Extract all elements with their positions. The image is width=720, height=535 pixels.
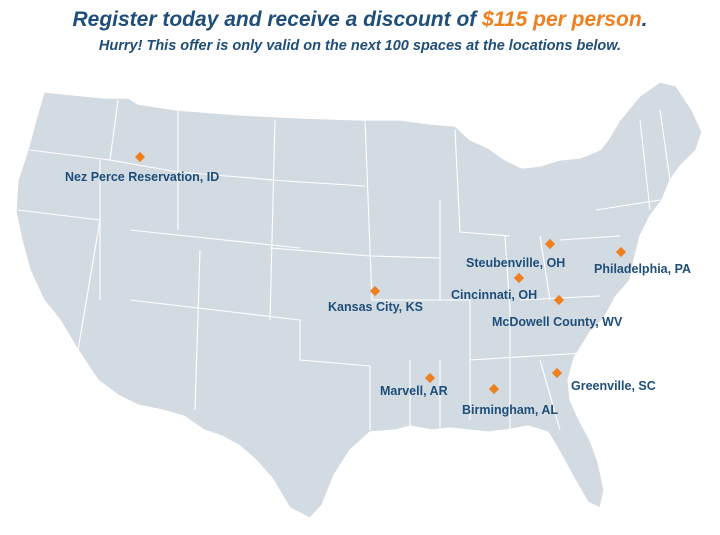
location-marker-cincinnati[interactable] [513,272,525,284]
location-label-nez-perce: Nez Perce Reservation, ID [65,170,220,184]
location-label-marvell: Marvell, AR [380,384,448,398]
headline-suffix: . [641,8,648,31]
offer-headline: Register today and receive a discount of… [0,8,720,32]
location-label-philadelphia: Philadelphia, PA [594,262,692,276]
location-marker-greenville[interactable] [551,367,563,379]
location-marker-marvell[interactable] [424,372,436,384]
location-marker-kansas-city[interactable] [369,285,381,297]
discount-amount: $115 per person [482,8,642,31]
location-markers [134,151,627,395]
location-label-greenville: Greenville, SC [571,379,656,393]
location-label-kansas-city: Kansas City, KS [328,300,423,314]
location-label-birmingham: Birmingham, AL [462,403,559,417]
us-landmass [15,81,703,519]
location-label-mcdowell: McDowell County, WV [492,315,623,329]
state-borders [17,99,671,431]
location-label-steubenville: Steubenville, OH [466,256,566,270]
offer-subheadline: Hurry! This offer is only valid on the n… [98,38,622,54]
location-marker-mcdowell[interactable] [553,294,565,306]
headline-prefix: Register today and receive a discount of [72,8,483,31]
location-marker-birmingham[interactable] [488,383,500,395]
location-marker-nez-perce[interactable] [134,151,146,163]
location-label-cincinnati: Cincinnati, OH [451,288,538,302]
